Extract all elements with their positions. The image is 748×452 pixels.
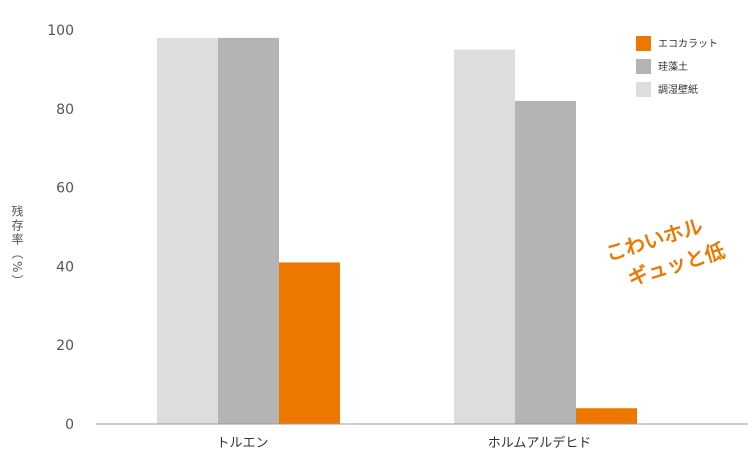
- y-tick-label: 20: [56, 338, 74, 354]
- y-tick-label: 100: [47, 23, 74, 39]
- legend-swatch: [636, 82, 651, 97]
- x-tick-label: ホルムアルデヒド: [488, 435, 592, 451]
- legend-swatch: [636, 36, 651, 51]
- bars: [157, 37, 637, 425]
- bar: [218, 37, 279, 424]
- y-tick-label: 0: [65, 417, 74, 433]
- bar: [515, 100, 576, 425]
- y-axis-label: 残存率（%）: [10, 205, 24, 289]
- legend-label: エコカラット: [658, 38, 718, 50]
- x-axis-labels: トルエン ホルムアルデヒド: [216, 435, 591, 451]
- y-axis-ticks: 0 20 40 60 80 100: [47, 23, 74, 433]
- y-tick-label: 40: [56, 259, 74, 275]
- legend-swatch: [636, 59, 651, 74]
- bar: [157, 37, 218, 424]
- bar: [576, 408, 637, 424]
- legend-label: 珪藻土: [658, 60, 688, 73]
- bar: [279, 262, 340, 424]
- y-tick-label: 60: [56, 181, 74, 197]
- x-tick-label: トルエン: [216, 436, 268, 451]
- bar: [454, 49, 515, 424]
- legend-label: 調湿壁紙: [658, 83, 698, 96]
- y-tick-label: 80: [56, 102, 74, 118]
